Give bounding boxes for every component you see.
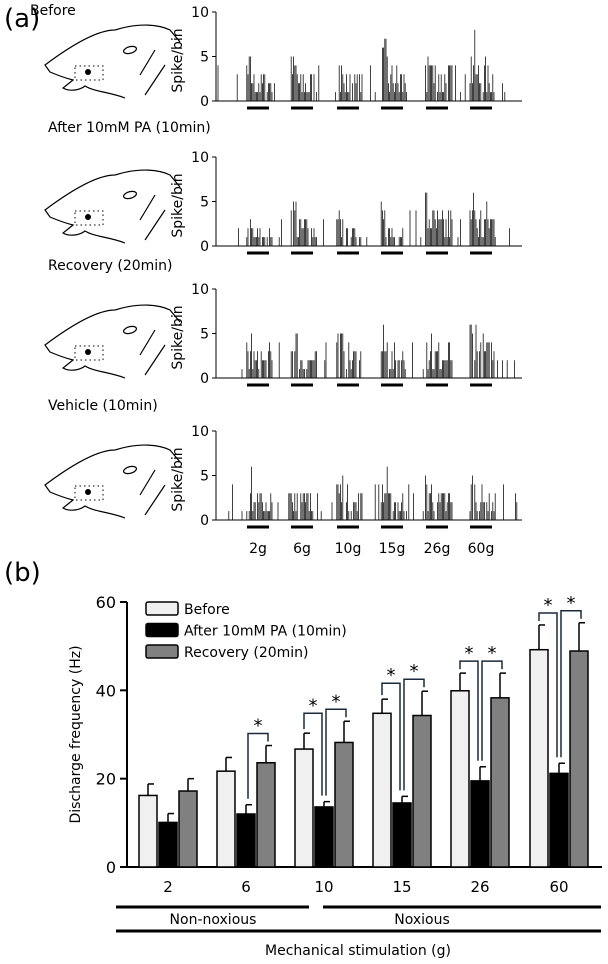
x-tick-label: 60 — [549, 878, 568, 896]
bar — [372, 712, 392, 868]
y-tick-label: 0 — [106, 858, 116, 877]
significance-bracket — [481, 660, 503, 761]
significance-mark: * — [332, 691, 341, 712]
bar — [178, 790, 198, 868]
legend-label: Before — [184, 602, 230, 618]
condition-title-recovery: Recovery (20min) — [48, 258, 173, 274]
receptive-field-outline — [74, 210, 104, 226]
bar — [549, 772, 569, 868]
x-axis-label: Mechanical stimulation (g) — [265, 943, 451, 959]
panel-a-label: (a) — [4, 4, 41, 34]
legend-swatch — [145, 644, 179, 659]
y-axis-label: Discharge frequency (Hz) — [68, 645, 84, 823]
condition-title-vehicle: Vehicle (10min) — [48, 398, 158, 414]
y-tick-label: 5 — [200, 469, 209, 485]
y-tick-label: 0 — [200, 94, 209, 110]
significance-bracket — [560, 610, 582, 758]
condition-title-after: After 10mM PA (10min) — [48, 120, 211, 136]
y-axis-label: Spike/bin — [170, 173, 186, 237]
stimulus-label: 26g — [424, 541, 451, 557]
significance-mark: * — [465, 643, 474, 664]
x-tick-label: 10 — [314, 878, 333, 896]
y-axis-label: Spike/bin — [170, 28, 186, 92]
bar — [412, 714, 432, 868]
legend-label: After 10mM PA (10min) — [184, 624, 347, 640]
y-tick-label: 10 — [191, 424, 209, 440]
x-tick-label: 6 — [241, 878, 251, 896]
bar — [236, 813, 256, 868]
receptive-field-outline — [74, 345, 104, 361]
stimulus-label: 6g — [293, 541, 311, 557]
recording-site-dot — [85, 69, 91, 75]
y-tick-label: 0 — [200, 371, 209, 387]
y-tick-label: 10 — [191, 282, 209, 298]
bar — [470, 780, 490, 868]
y-tick-label: 5 — [200, 50, 209, 66]
significance-mark: * — [410, 661, 419, 682]
rat-head-drawing — [44, 169, 181, 244]
significance-mark: * — [309, 695, 318, 716]
legend-swatch — [145, 601, 179, 616]
y-tick-label: 5 — [200, 195, 209, 211]
recording-site-dot — [85, 349, 91, 355]
rat-head-drawing — [44, 24, 181, 99]
y-tick-label: 10 — [191, 5, 209, 21]
significance-bracket — [247, 732, 269, 799]
stimulus-label: 60g — [468, 541, 495, 557]
stimulus-label: 15g — [379, 541, 406, 557]
significance-mark: * — [544, 595, 553, 616]
significance-bracket — [325, 708, 347, 796]
bar — [314, 806, 334, 868]
bar — [450, 690, 470, 868]
y-tick-label: 0 — [200, 513, 209, 529]
significance-mark: * — [488, 643, 497, 664]
group-label: Non-noxious — [170, 912, 257, 928]
bar — [490, 697, 510, 868]
bar — [334, 741, 354, 868]
significance-mark: * — [387, 665, 396, 686]
bar — [294, 748, 314, 868]
significance-bracket — [381, 682, 401, 791]
significance-mark: * — [254, 716, 263, 737]
receptive-field-outline — [74, 485, 104, 501]
x-tick-label: 2 — [163, 878, 173, 896]
receptive-field-outline — [74, 65, 104, 81]
y-axis-label: Spike/bin — [170, 305, 186, 369]
significance-mark: * — [567, 593, 576, 614]
rat-head-drawing — [44, 304, 181, 379]
legend-swatch — [145, 622, 179, 638]
rat-head-drawing — [44, 444, 181, 519]
group-label: Noxious — [394, 912, 450, 928]
x-tick-label: 26 — [470, 878, 489, 896]
recording-site-dot — [85, 214, 91, 220]
bar — [138, 794, 158, 868]
significance-bracket — [538, 612, 558, 758]
significance-bracket — [403, 678, 425, 791]
significance-bracket — [459, 660, 479, 761]
panel-b-label: (b) — [4, 558, 41, 588]
recording-site-dot — [85, 489, 91, 495]
bar — [569, 650, 589, 868]
y-tick-label: 40 — [96, 681, 116, 700]
y-axis-label: Spike/bin — [170, 447, 186, 511]
significance-bracket — [303, 712, 323, 796]
bar — [256, 762, 276, 868]
bar — [529, 648, 549, 868]
x-tick-label: 15 — [392, 878, 411, 896]
stimulus-label: 10g — [335, 541, 362, 557]
y-tick-label: 60 — [96, 593, 116, 612]
y-tick-label: 20 — [96, 770, 116, 789]
bar — [392, 802, 412, 868]
y-tick-label: 5 — [200, 327, 209, 343]
bar — [216, 770, 236, 868]
bar — [158, 821, 178, 868]
condition-title-before: Before — [30, 3, 76, 19]
legend-label: Recovery (20min) — [184, 645, 309, 661]
y-tick-label: 0 — [200, 239, 209, 255]
stimulus-label: 2g — [249, 541, 267, 557]
y-tick-label: 10 — [191, 150, 209, 166]
